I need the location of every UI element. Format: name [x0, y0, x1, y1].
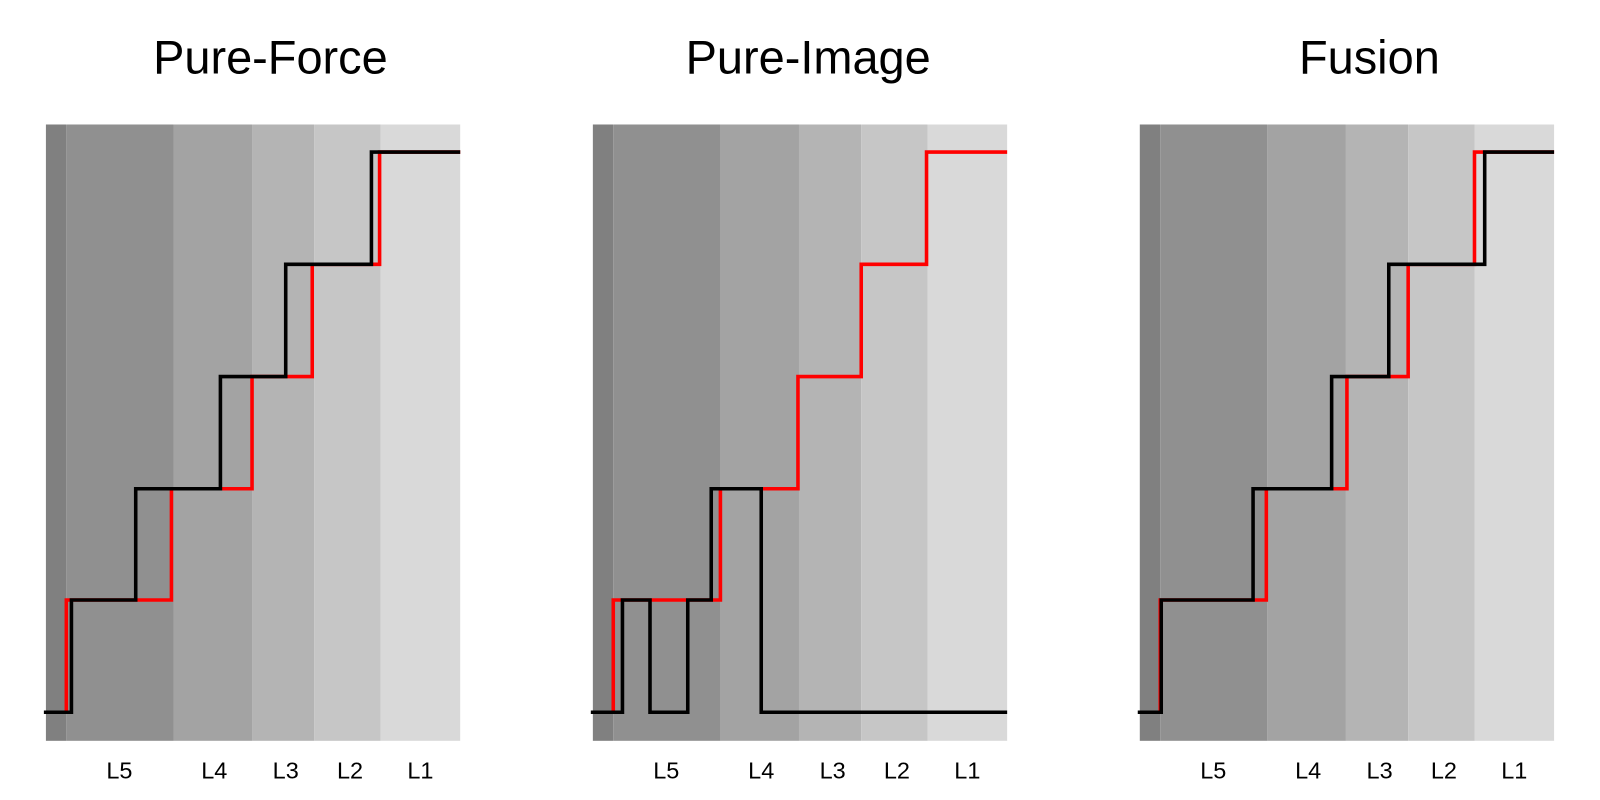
reference-step-line	[592, 150, 1008, 715]
reference-step-line	[45, 150, 461, 715]
band-label: L2	[337, 758, 363, 784]
band	[1345, 124, 1409, 741]
band-label: L2	[1431, 758, 1457, 784]
band-label: L1	[954, 758, 980, 784]
band-label: L3	[820, 758, 846, 784]
band	[252, 124, 315, 741]
band	[613, 124, 721, 741]
panel-title: Fusion	[1299, 31, 1440, 83]
band	[1267, 124, 1346, 741]
band-label: L2	[884, 758, 910, 784]
band	[1408, 124, 1475, 741]
band-label: L4	[1295, 758, 1321, 784]
panel: Fusion L5 L4 L3 L2 L1	[1137, 31, 1555, 784]
predicted-step-line	[43, 150, 461, 715]
band	[592, 124, 614, 741]
band	[380, 124, 461, 741]
band-label: L3	[1367, 758, 1393, 784]
band	[1160, 124, 1268, 741]
band	[798, 124, 862, 741]
band	[66, 124, 174, 741]
band	[861, 124, 928, 741]
band	[173, 124, 253, 741]
band-label: L5	[1200, 758, 1226, 784]
band	[927, 124, 1008, 741]
band-label: L1	[407, 758, 433, 784]
predicted-step-line	[590, 486, 1008, 715]
band-label: L5	[653, 758, 679, 784]
band-label: L4	[201, 758, 227, 784]
band-label: L5	[106, 758, 132, 784]
band	[314, 124, 381, 741]
band	[45, 124, 67, 741]
panel-title: Pure-Image	[686, 31, 931, 83]
band	[1474, 124, 1555, 741]
panel: Pure-Image L5 L4 L3 L2 L1	[590, 31, 1008, 784]
band	[1139, 124, 1161, 741]
panel: Pure-Force L5 L4 L3 L2 L1	[43, 31, 461, 784]
panel-title: Pure-Force	[153, 31, 388, 83]
predicted-step-line	[1137, 150, 1555, 715]
band-label: L4	[748, 758, 774, 784]
band-label: L1	[1501, 758, 1527, 784]
band-label: L3	[273, 758, 299, 784]
